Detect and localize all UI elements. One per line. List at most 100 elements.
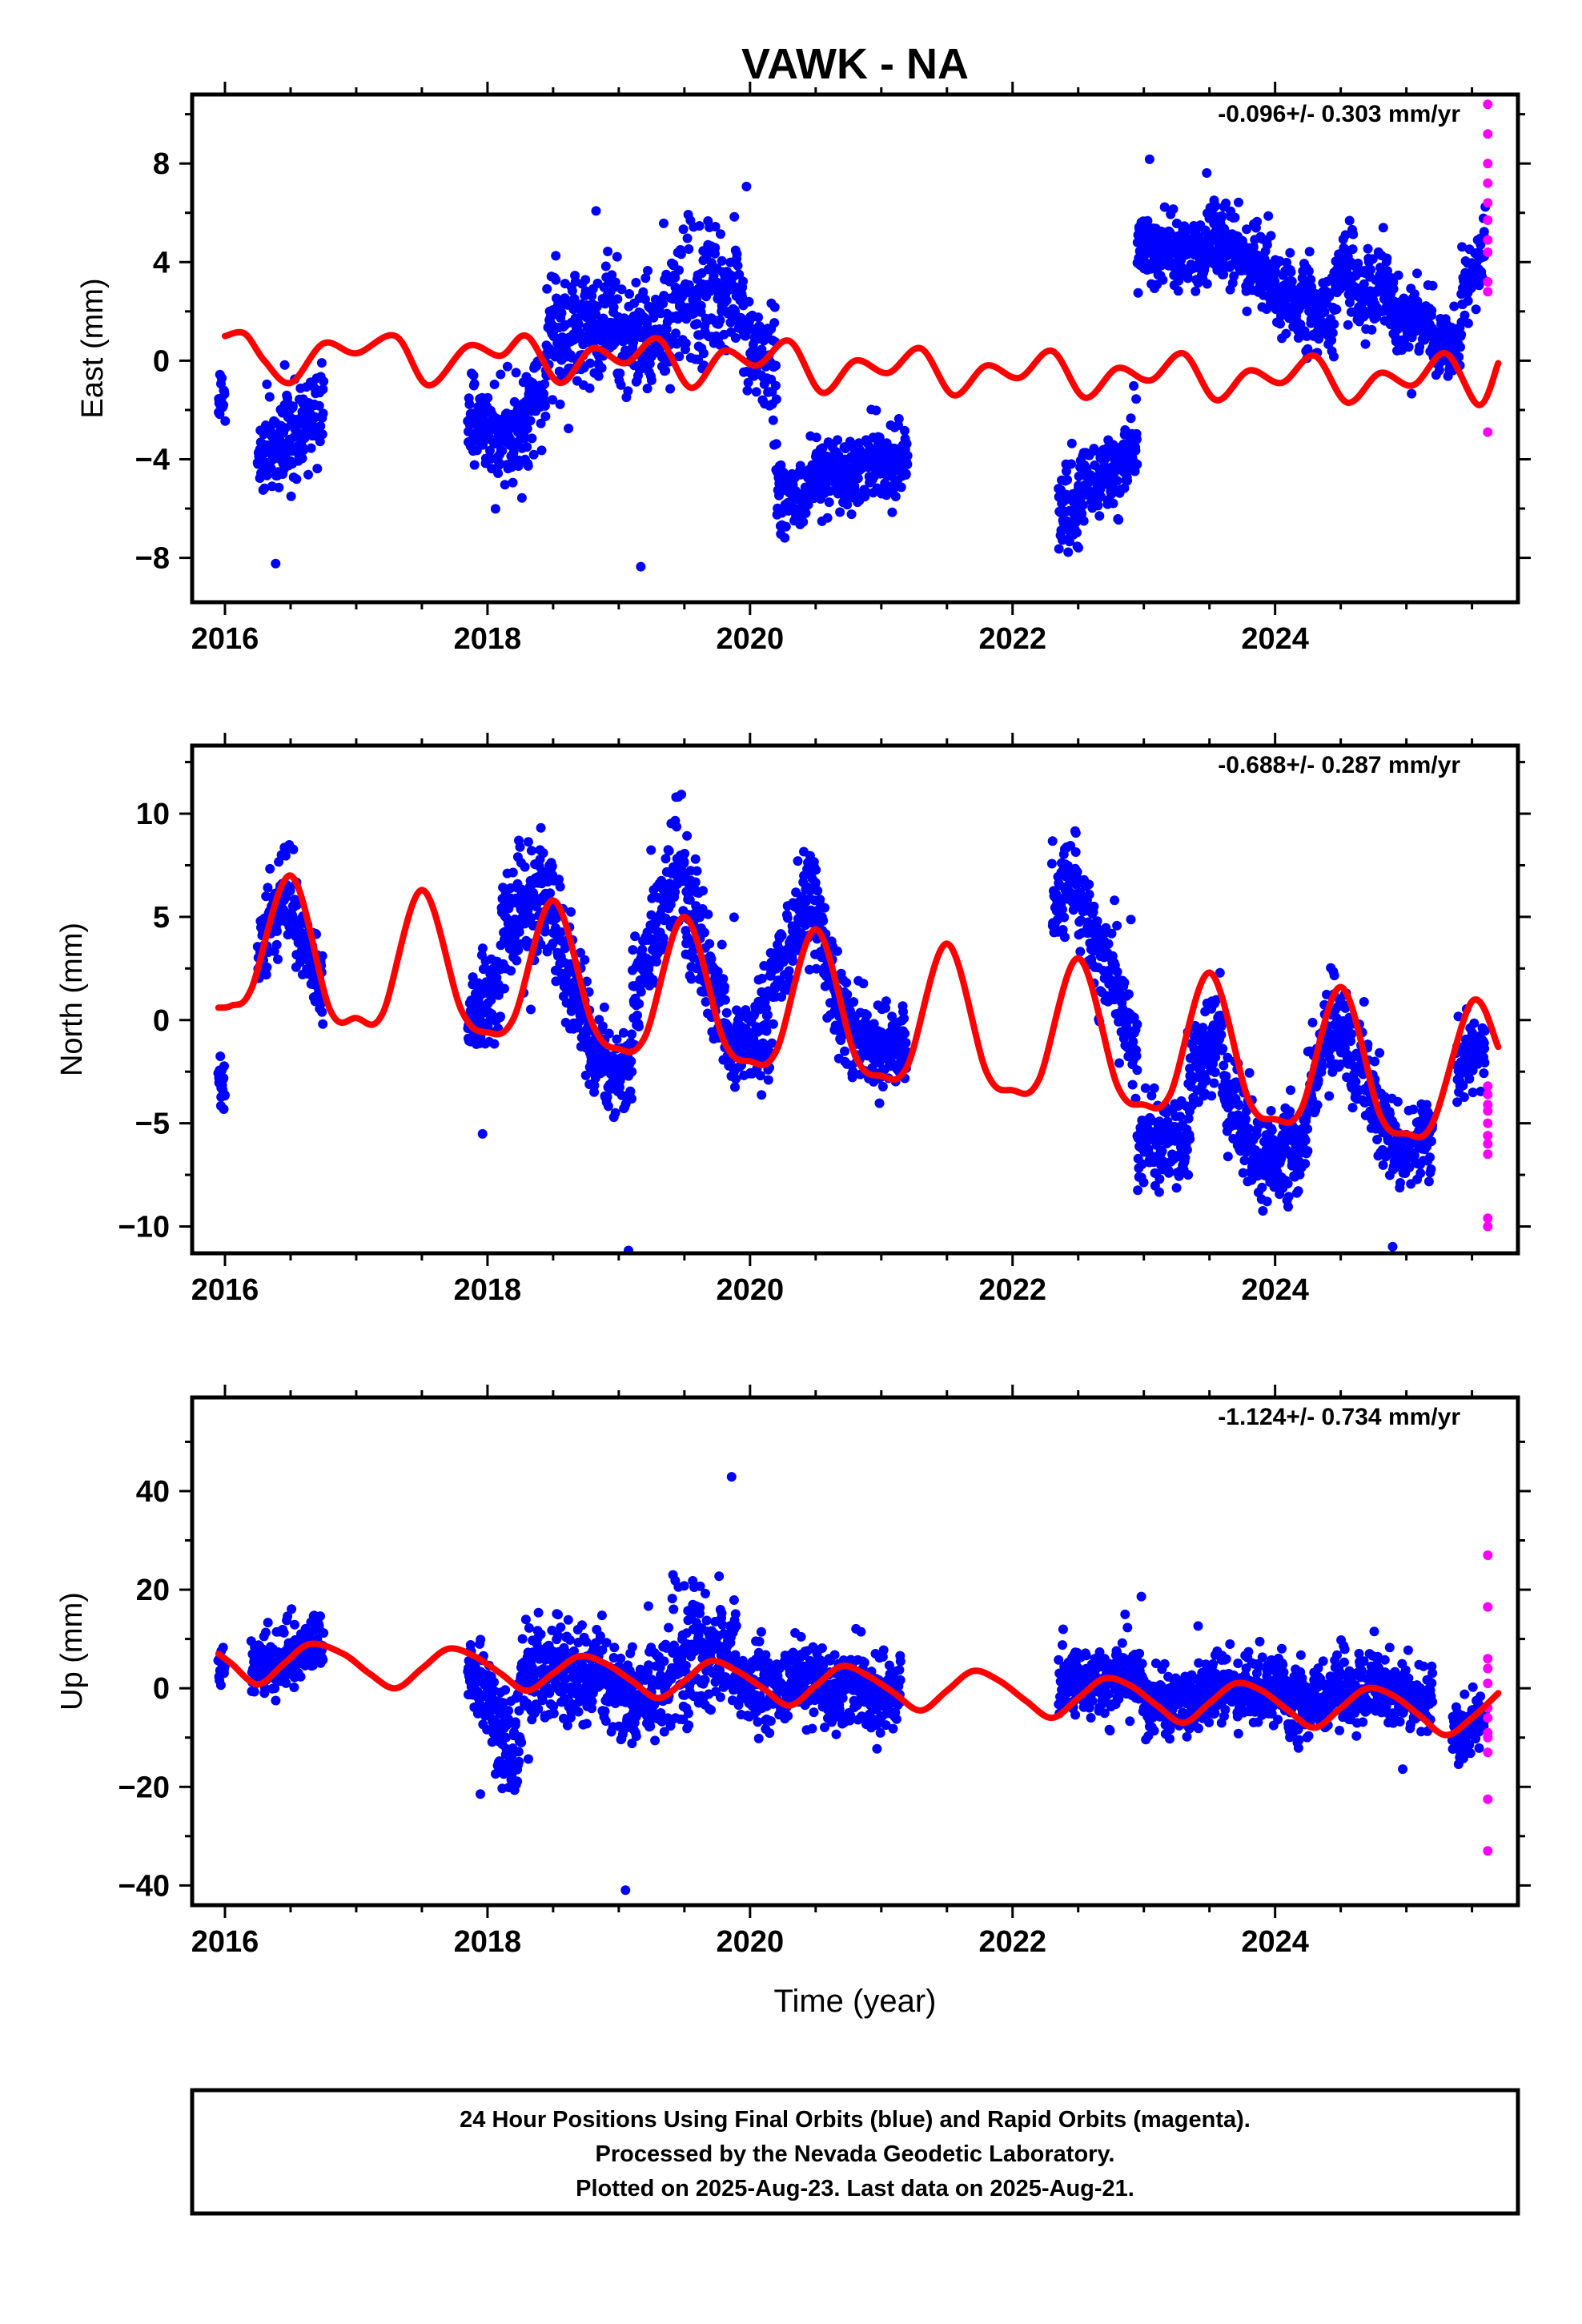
- east-final-orbit-point: [853, 473, 863, 484]
- east-final-orbit-point: [1262, 239, 1272, 250]
- east-final-orbit-point: [871, 405, 881, 416]
- east-final-orbit-point: [1463, 318, 1473, 328]
- north-final-orbit-point: [1307, 1017, 1318, 1027]
- east-y-tick-label: 4: [153, 246, 170, 279]
- north-final-orbit-point: [508, 867, 518, 878]
- east-final-orbit-point: [494, 460, 504, 470]
- east-final-orbit-point: [1078, 500, 1088, 510]
- east-final-orbit-point: [1202, 168, 1212, 178]
- north-final-orbit-point: [1131, 1051, 1142, 1061]
- east-final-orbit-point: [734, 269, 745, 279]
- east-final-orbit-point: [1303, 344, 1313, 354]
- east-final-orbit-point: [733, 260, 743, 271]
- north-final-orbit-point: [652, 956, 661, 967]
- north-final-orbit-point: [523, 837, 533, 847]
- east-final-orbit-point: [548, 395, 558, 405]
- east-final-orbit-point: [893, 414, 904, 424]
- north-final-orbit-point: [820, 903, 830, 913]
- north-final-orbit-point: [755, 1071, 765, 1081]
- north-final-orbit-point: [731, 1074, 741, 1084]
- east-final-orbit-point: [616, 284, 627, 295]
- north-final-orbit-point: [840, 1046, 849, 1056]
- north-final-orbit-point: [1103, 939, 1114, 949]
- east-final-orbit-point: [682, 233, 693, 243]
- east-final-orbit-point: [1359, 279, 1369, 289]
- east-x-tick-label: 2018: [454, 622, 522, 656]
- north-final-orbit-point: [317, 1007, 327, 1017]
- east-final-orbit-point: [1066, 459, 1076, 469]
- north-final-orbit-points: [213, 790, 1490, 1253]
- east-final-orbit-point: [502, 361, 512, 372]
- north-final-orbit-point: [767, 1038, 777, 1048]
- north-final-orbit-point: [1210, 1068, 1220, 1077]
- east-final-orbit-point: [527, 433, 537, 444]
- north-final-orbit-point: [1267, 1125, 1277, 1136]
- east-final-orbit-point: [1454, 352, 1464, 362]
- east-final-orbit-point: [1171, 219, 1182, 228]
- north-final-orbit-point: [1112, 967, 1122, 977]
- east-final-orbit-point: [316, 358, 327, 368]
- east-final-orbit-point: [303, 469, 313, 480]
- east-final-orbit-point: [716, 229, 725, 239]
- east-final-orbit-point: [298, 445, 308, 456]
- north-final-orbit-point: [506, 966, 516, 976]
- north-final-orbit-point: [901, 1038, 911, 1048]
- east-final-orbit-point: [769, 318, 780, 328]
- east-final-orbit-point: [1412, 268, 1422, 279]
- north-final-orbit-point: [588, 1042, 599, 1052]
- north-final-orbit-point: [1146, 1091, 1157, 1101]
- north-final-orbit-point: [1219, 1060, 1229, 1071]
- east-final-orbit-point: [1266, 231, 1276, 241]
- east-final-orbit-points: [214, 154, 1491, 572]
- north-final-orbit-point: [661, 913, 671, 923]
- east-final-orbit-point: [781, 521, 791, 532]
- north-final-orbit-point: [1060, 932, 1070, 943]
- north-x-tick-label: 2022: [978, 1273, 1046, 1307]
- east-final-orbit-point: [314, 400, 324, 411]
- east-final-orbit-point: [631, 277, 641, 287]
- north-final-orbit-point: [1138, 1177, 1149, 1188]
- east-final-orbit-point: [874, 432, 885, 443]
- north-final-orbit-point: [1266, 1106, 1276, 1116]
- east-final-orbit-point: [1066, 438, 1077, 448]
- east-final-orbit-point: [1367, 254, 1378, 264]
- north-y-tick-label: −5: [135, 1108, 170, 1141]
- east-final-orbit-point: [318, 408, 328, 419]
- north-final-orbit-point: [1317, 1062, 1327, 1072]
- east-final-orbit-point: [1122, 476, 1132, 486]
- east-final-orbit-point: [607, 270, 617, 280]
- north-final-orbit-point: [589, 1080, 600, 1091]
- east-final-orbit-point: [468, 370, 479, 380]
- east-final-orbit-point: [259, 483, 270, 493]
- east-rapid-orbit-point: [1483, 215, 1493, 225]
- east-final-orbit-point: [1242, 306, 1252, 316]
- east-final-orbit-point: [1248, 242, 1259, 252]
- north-final-orbit-point: [628, 945, 638, 955]
- east-final-orbit-point: [555, 399, 565, 409]
- north-final-orbit-point: [1244, 1068, 1255, 1078]
- north-final-orbit-point: [690, 877, 701, 887]
- east-final-orbit-point: [1409, 289, 1419, 300]
- east-final-orbit-point: [900, 425, 909, 436]
- east-final-orbit-point: [591, 206, 601, 216]
- north-x-tick-label: 2016: [191, 1273, 259, 1307]
- east-final-orbit-point: [610, 277, 620, 287]
- east-final-orbit-point: [1142, 215, 1153, 226]
- east-final-orbit-point: [835, 507, 845, 517]
- east-final-orbit-point: [1319, 307, 1330, 317]
- east-final-orbit-point: [738, 276, 749, 287]
- north-final-orbit-point: [1329, 971, 1339, 981]
- north-final-orbit-point: [881, 1003, 891, 1013]
- north-final-orbit-point: [1154, 1187, 1164, 1197]
- east-final-orbit-point: [540, 379, 550, 389]
- north-final-orbit-point: [1127, 1080, 1138, 1090]
- east-final-orbit-point: [1427, 280, 1438, 291]
- east-final-orbit-point: [811, 432, 821, 443]
- north-final-orbit-point: [280, 850, 291, 861]
- east-final-orbit-point: [659, 291, 669, 301]
- north-final-orbit-point: [1211, 1052, 1221, 1063]
- north-final-orbit-point: [626, 1056, 636, 1067]
- east-final-orbit-point: [1191, 286, 1201, 296]
- east-final-orbit-point: [624, 289, 635, 299]
